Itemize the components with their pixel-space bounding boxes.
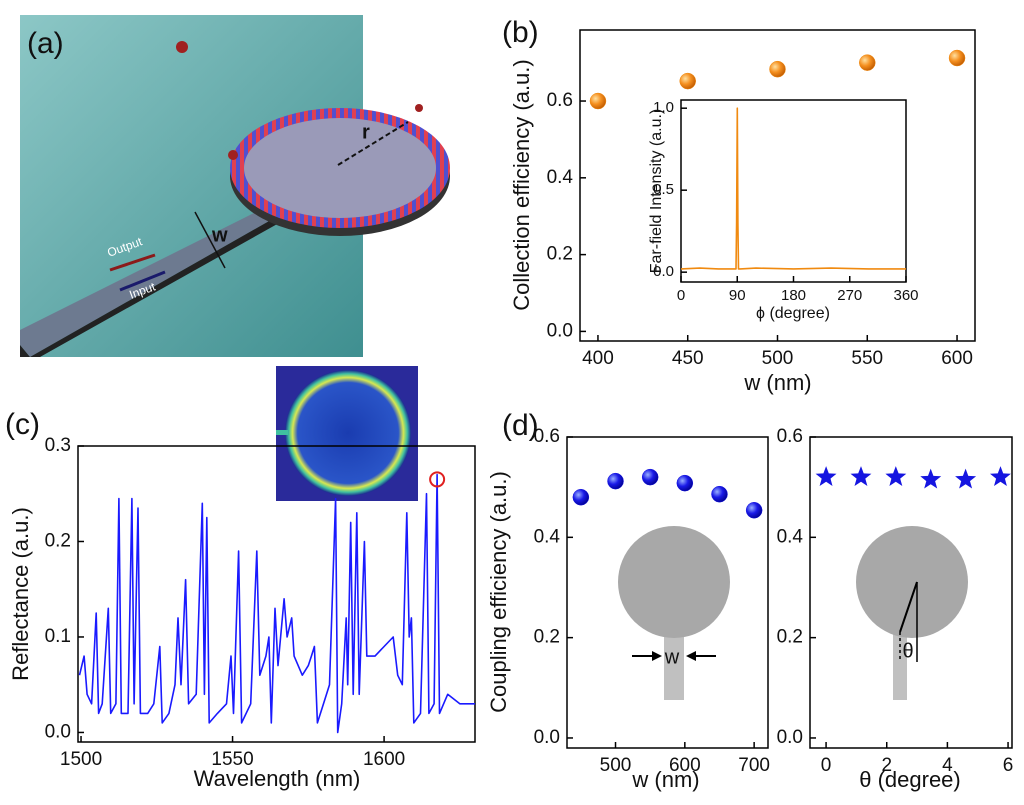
panel-label: (d) <box>502 409 539 442</box>
circle-marker <box>679 72 696 90</box>
star-marker <box>955 468 977 489</box>
y-tick-label: 0.2 <box>45 530 71 551</box>
circle-marker <box>641 468 659 486</box>
y-axis-title: Collection efficiency (a.u.) <box>509 59 534 311</box>
x-tick-label: 600 <box>669 755 701 776</box>
schematic-w <box>618 526 730 700</box>
x-axis-title: Wavelength (nm) <box>194 766 361 791</box>
y-tick-label: 0.2 <box>547 244 573 265</box>
y-tick-label: 0.0 <box>777 727 803 748</box>
device-rendering: (a) r w Output Input <box>20 15 450 357</box>
y-tick-label: 0.4 <box>547 167 574 188</box>
x-tick-label: 600 <box>941 348 973 369</box>
circle-marker <box>859 54 876 71</box>
circle-marker <box>711 485 728 503</box>
plot-frame <box>566 436 769 749</box>
circle-marker <box>769 60 786 78</box>
data-line <box>680 107 906 270</box>
x-tick-label: 700 <box>738 755 770 776</box>
field-image <box>276 366 418 501</box>
width-label: w <box>211 224 228 246</box>
circle-marker <box>745 501 763 519</box>
data-line <box>78 473 475 734</box>
circle-marker <box>572 488 590 506</box>
inset-label: θ <box>902 640 913 662</box>
x-tick-label: 0 <box>677 287 685 304</box>
x-tick-label: 550 <box>851 348 883 369</box>
circle-marker <box>607 472 624 490</box>
star-marker <box>990 466 1011 486</box>
x-axis-title: θ (degree) <box>859 767 961 792</box>
x-tick-label: 4 <box>942 755 953 776</box>
x-axis-title: w (nm) <box>743 370 811 395</box>
highlight-circle <box>429 471 446 488</box>
y-axis-title: Coupling efficiency (a.u.) <box>486 471 511 713</box>
x-tick-label: 0 <box>821 755 832 776</box>
panel-label: (b) <box>502 16 539 49</box>
radius-label: r <box>362 121 370 143</box>
y-tick-label: 0.4 <box>777 526 804 547</box>
panel-label: (a) <box>27 27 64 60</box>
inset-label: w <box>664 646 680 668</box>
plot-frame <box>77 445 476 743</box>
chart-panel: 0.0 0.1 0.2 0.3 1500 1550 1600 (c) Wavelength (n… <box>5 408 476 791</box>
circle-marker <box>948 49 966 67</box>
x-tick-label: 450 <box>672 348 704 369</box>
y-tick-label: 0.0 <box>653 263 674 280</box>
star-marker <box>885 466 907 486</box>
y-tick-label: 0.0 <box>547 320 573 341</box>
x-tick-label: 90 <box>729 287 746 304</box>
x-tick-label: 400 <box>582 348 614 369</box>
chart-panel: 0.0 0.2 0.4 0.6 0 2 4 6 θ (degree) θ <box>777 426 1014 792</box>
star-marker <box>920 468 942 489</box>
star-marker <box>850 466 872 486</box>
chart-panel: 0.0 0.2 0.4 0.6 400 450 500 550 600 (b) w (nm) Coll… <box>502 16 976 395</box>
y-tick-label: 0.6 <box>777 426 803 447</box>
y-axis-title: Reflectance (a.u.) <box>8 507 33 681</box>
x-tick-label: 270 <box>837 287 862 304</box>
circle-marker <box>676 474 694 492</box>
y-tick-label: 0.1 <box>45 626 71 647</box>
x-tick-label: 1550 <box>211 749 253 770</box>
x-tick-label: 1500 <box>60 749 102 770</box>
y-tick-label: 0.6 <box>534 426 560 447</box>
plot-frame <box>809 436 1013 749</box>
x-axis-title: w (nm) <box>631 767 699 792</box>
plot-frame <box>680 99 907 283</box>
y-tick-label: 0.0 <box>534 727 560 748</box>
x-tick-label: 500 <box>600 755 632 776</box>
schematic-theta <box>856 526 968 700</box>
y-tick-label: 0.6 <box>547 90 573 111</box>
panel-label: (c) <box>5 408 40 441</box>
x-tick-label: 180 <box>781 287 806 304</box>
y-tick-label: 0.0 <box>45 721 71 742</box>
star-marker <box>815 466 837 486</box>
y-axis-title: Far-field Intensity (a.u.) <box>648 109 665 274</box>
y-tick-label: 0.3 <box>45 435 71 456</box>
chart-panel: 0.0 0.5 1.0 0 90 180 270 360 ϕ (degree) Far-field… <box>648 99 918 322</box>
y-tick-label: 0.5 <box>653 181 674 198</box>
chart-panel: 0.0 0.2 0.4 0.6 500 600 700 (d) w (nm) Coupling e… <box>486 409 770 792</box>
x-tick-label: 500 <box>762 348 794 369</box>
y-tick-label: 0.2 <box>534 627 560 648</box>
x-tick-label: 360 <box>893 287 918 304</box>
x-tick-label: 1600 <box>363 749 405 770</box>
circle-marker <box>589 92 607 110</box>
y-tick-label: 0.4 <box>534 526 561 547</box>
x-tick-label: 2 <box>881 755 892 776</box>
y-tick-label: 0.2 <box>777 627 803 648</box>
y-tick-label: 1.0 <box>653 99 674 116</box>
x-axis-title: ϕ (degree) <box>756 305 830 322</box>
x-tick-label: 6 <box>1003 755 1014 776</box>
